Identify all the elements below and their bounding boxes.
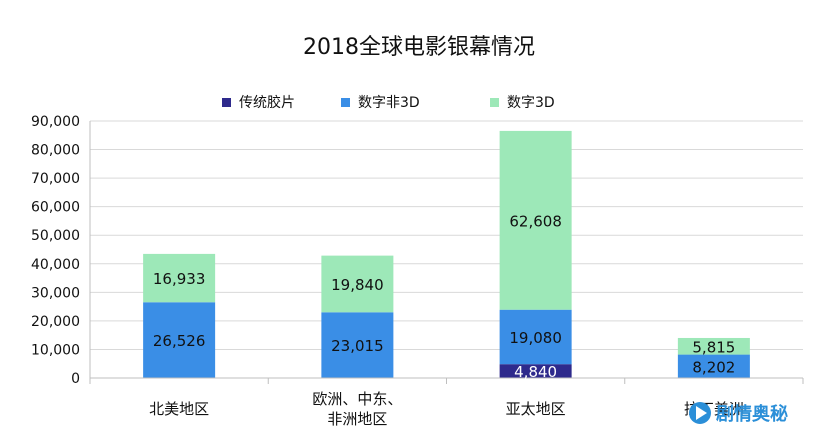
y-tick-label: 10,000 bbox=[31, 342, 80, 358]
watermark: 剧情奥秘 bbox=[689, 402, 788, 425]
legend-swatch bbox=[490, 98, 499, 107]
bar-segment bbox=[321, 312, 394, 378]
y-tick-label: 80,000 bbox=[31, 143, 80, 159]
legend-label: 数字非3D bbox=[358, 95, 420, 111]
x-category-label: 欧洲、中东、非洲地区 bbox=[312, 390, 402, 428]
x-category-label: 北美地区 bbox=[149, 400, 209, 418]
data-label: 5,815 bbox=[692, 338, 735, 356]
bar-segment bbox=[143, 302, 216, 378]
y-tick-label: 70,000 bbox=[31, 171, 80, 187]
bar-segment bbox=[677, 354, 750, 378]
legend-swatch bbox=[341, 98, 350, 107]
data-label: 16,933 bbox=[153, 270, 206, 288]
y-tick-label: 40,000 bbox=[31, 257, 80, 273]
legend-swatch bbox=[222, 98, 231, 107]
data-label: 4,840 bbox=[514, 363, 557, 381]
watermark-text: 剧情奥秘 bbox=[716, 403, 788, 425]
play-triangle-icon bbox=[696, 406, 707, 420]
legend-label: 数字3D bbox=[507, 95, 555, 111]
bar-segment bbox=[499, 309, 572, 365]
y-tick-label: 30,000 bbox=[31, 285, 80, 301]
y-tick-label: 90,000 bbox=[31, 114, 80, 130]
legend-label: 传统胶片 bbox=[239, 94, 295, 111]
data-label: 62,608 bbox=[509, 212, 562, 230]
legend: 传统胶片 数字非3D 数字3D bbox=[222, 94, 555, 111]
y-tick-label: 0 bbox=[71, 371, 80, 387]
data-label: 26,526 bbox=[153, 332, 206, 350]
bar-segment bbox=[499, 130, 572, 310]
data-label: 19,080 bbox=[509, 329, 562, 347]
y-tick-label: 20,000 bbox=[31, 314, 80, 330]
data-label: 23,015 bbox=[331, 337, 384, 355]
axes bbox=[89, 121, 804, 384]
data-label: 19,840 bbox=[331, 276, 384, 294]
y-tick-label: 60,000 bbox=[31, 200, 80, 216]
bar-segment bbox=[499, 364, 572, 378]
y-tick-labels: 0 10,000 20,000 30,000 40,000 50,000 60,000 70,… bbox=[31, 114, 80, 387]
y-tick-label: 50,000 bbox=[31, 228, 80, 244]
data-label: 8,202 bbox=[692, 358, 735, 376]
data-labels: 26,526 16,933 23,015 19,840 4,840 19,080 62,60… bbox=[153, 212, 735, 381]
bar-segment bbox=[677, 337, 750, 355]
x-category-label: 亚太地区 bbox=[506, 400, 566, 418]
bar-segment bbox=[321, 255, 394, 313]
chart-title: 2018全球电影银幕情况 bbox=[303, 35, 535, 60]
bar-segment bbox=[143, 253, 216, 303]
bars bbox=[143, 130, 750, 378]
